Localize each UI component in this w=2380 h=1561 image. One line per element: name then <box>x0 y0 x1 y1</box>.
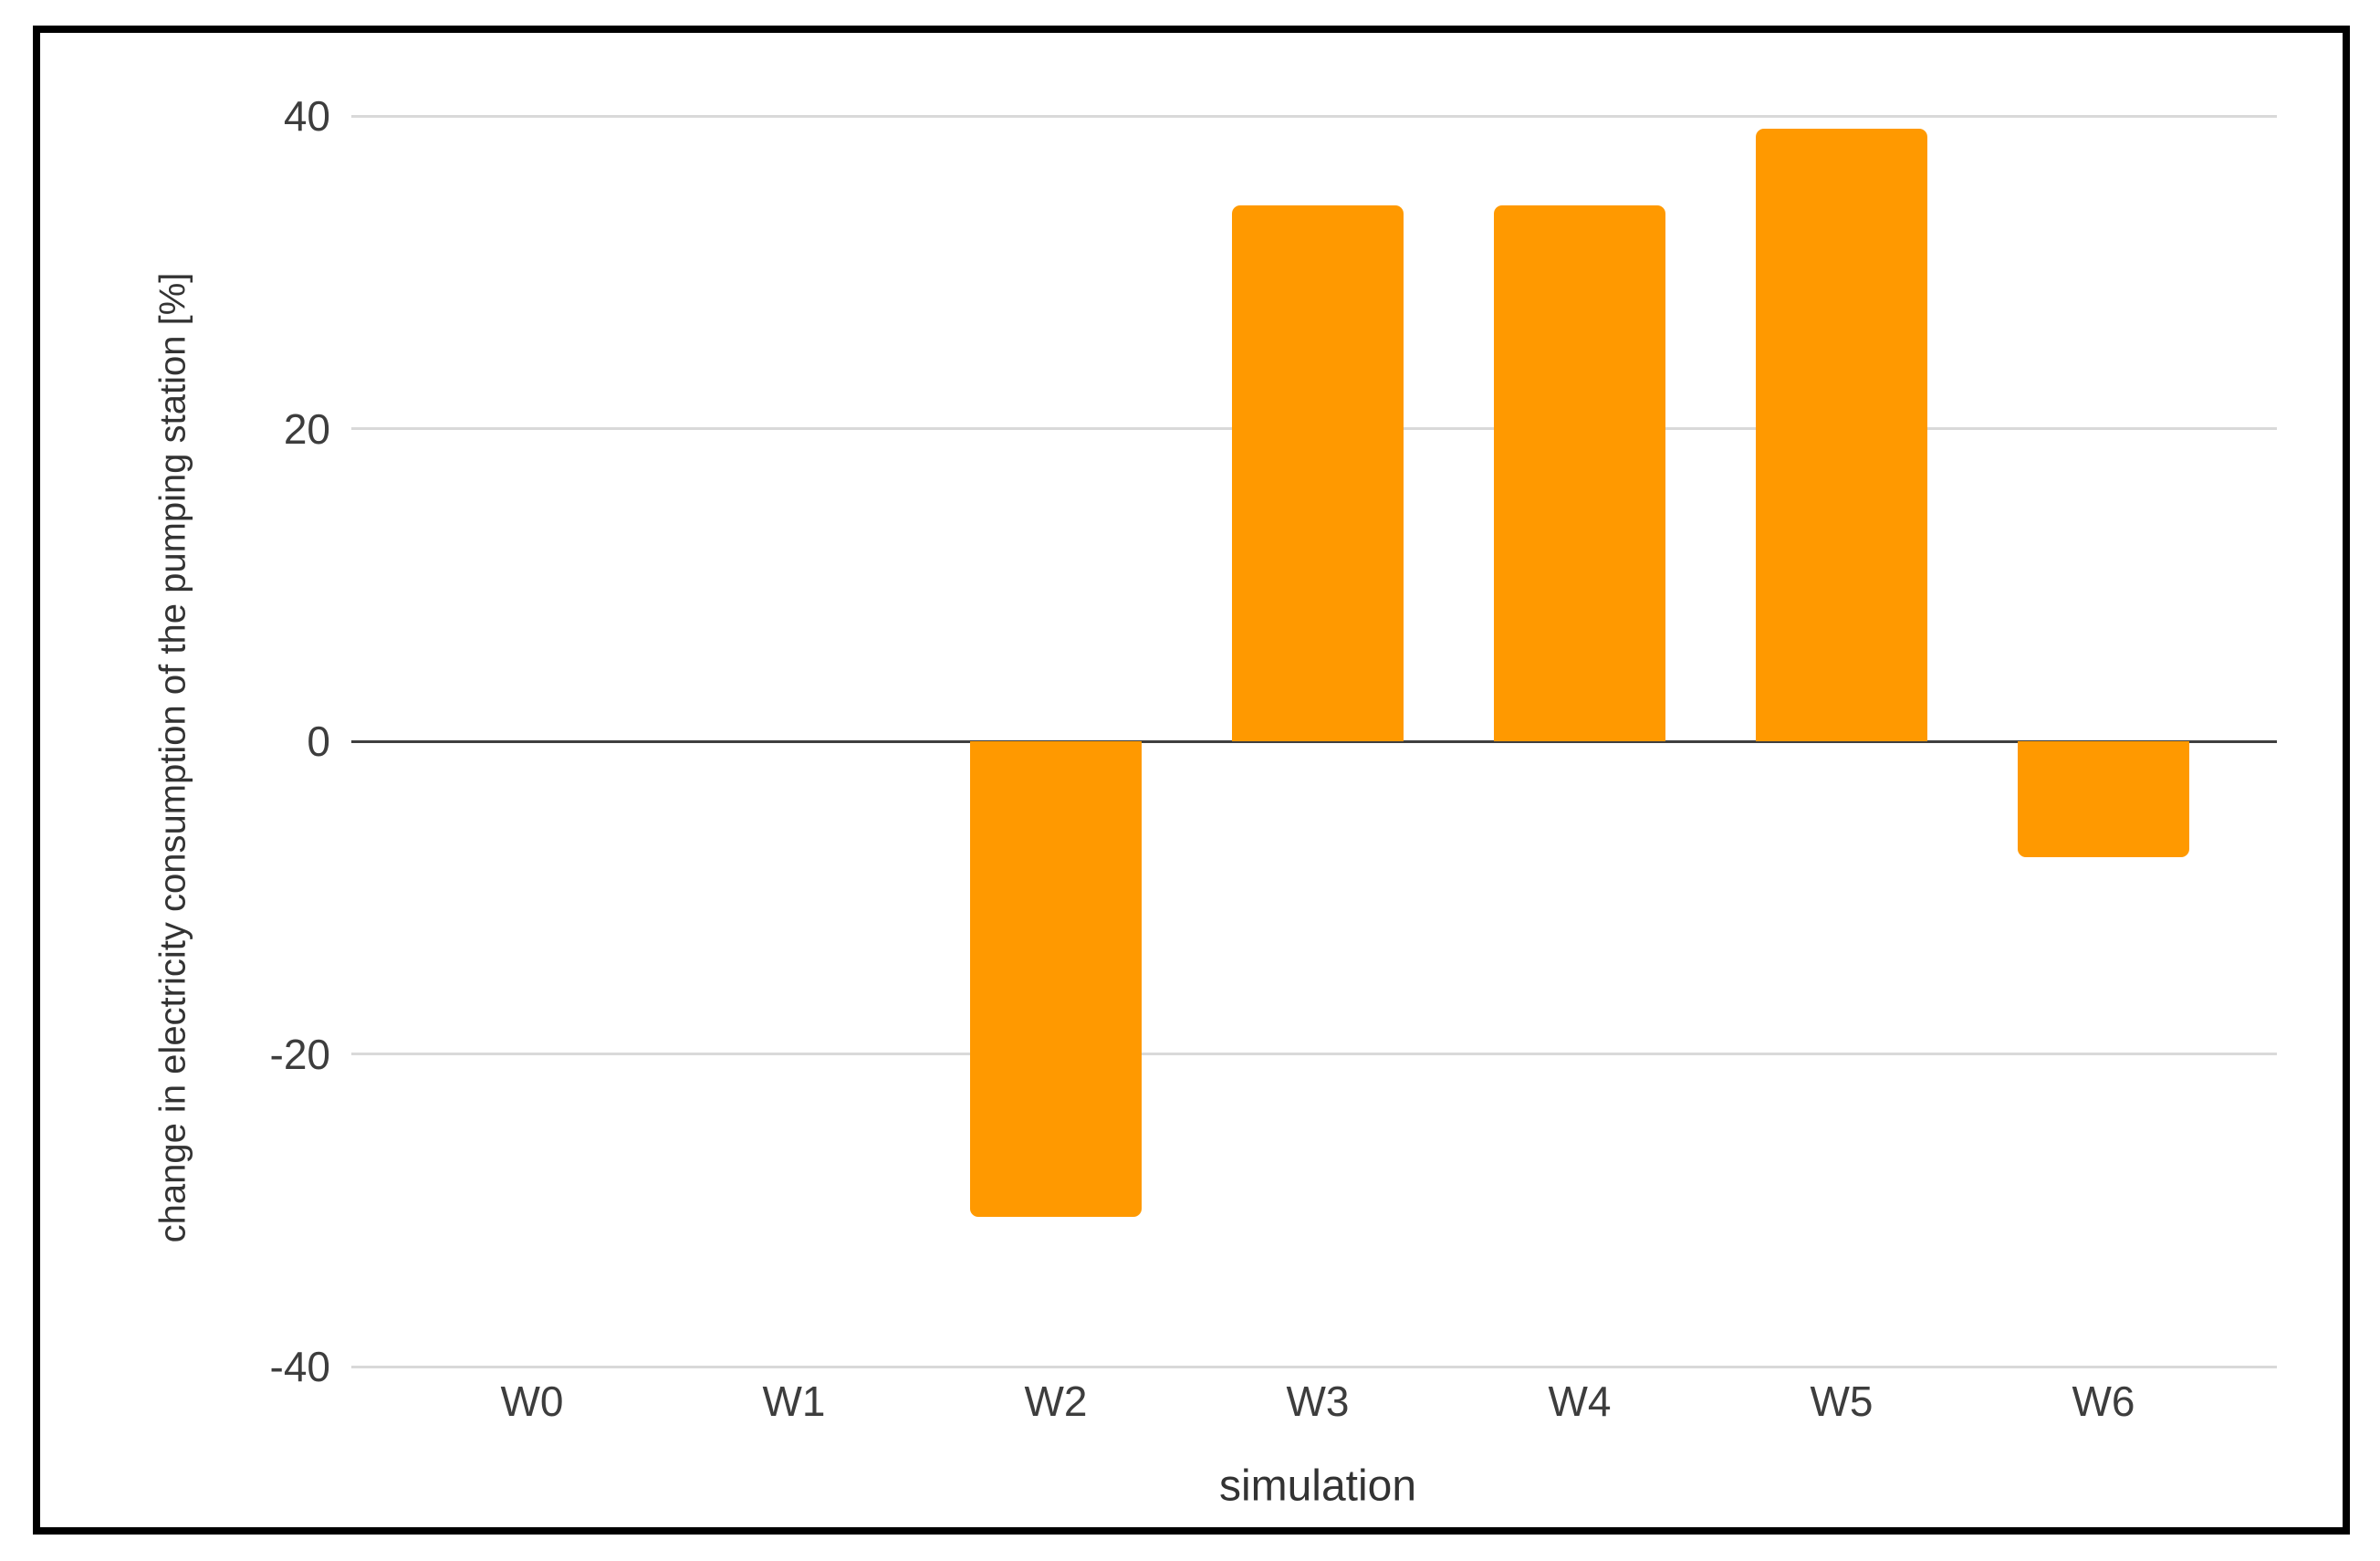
y-axis-title: change in electricity consumption of the… <box>152 272 193 1243</box>
y-tick-label: 40 <box>283 92 330 140</box>
y-tick-label: 20 <box>283 404 330 453</box>
x-tick-label-w2: W2 <box>1024 1378 1088 1425</box>
zero-axis-line <box>351 739 2277 743</box>
x-tick-label-w3: W3 <box>1286 1378 1350 1425</box>
y-tick-label: 0 <box>307 718 330 765</box>
bar-w5 <box>1756 128 1927 741</box>
x-tick-label-w4: W4 <box>1548 1378 1612 1425</box>
y-gridline <box>351 1365 2277 1368</box>
bar-w3 <box>1232 204 1404 741</box>
y-gridline <box>351 114 2277 118</box>
x-tick-label-w6: W6 <box>2072 1378 2135 1425</box>
figure-border <box>33 26 2350 1535</box>
x-tick-label-w1: W1 <box>762 1378 826 1425</box>
bar-w4 <box>1494 204 1665 741</box>
x-tick-label-w0: W0 <box>500 1378 564 1425</box>
x-tick-label-w5: W5 <box>1810 1378 1874 1425</box>
y-tick-label: -20 <box>269 1030 330 1078</box>
y-gridline <box>351 1053 2277 1055</box>
bar-w6 <box>2018 741 2189 857</box>
y-tick-label: -40 <box>269 1343 330 1390</box>
x-axis-title: simulation <box>1218 1461 1417 1511</box>
bar-w2 <box>970 741 1142 1217</box>
